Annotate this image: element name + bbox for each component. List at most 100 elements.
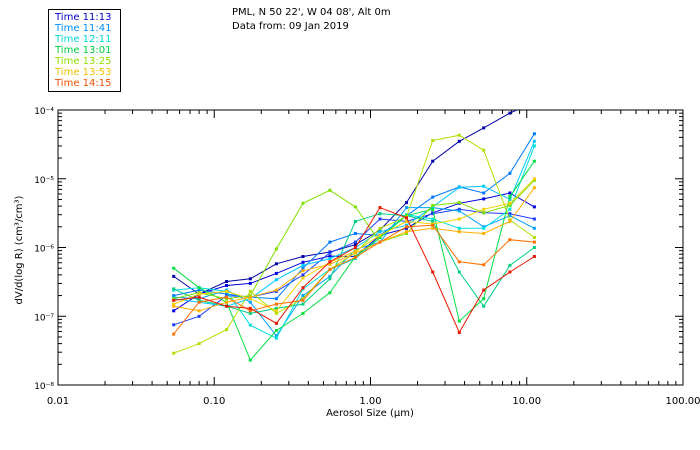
data-point [301,302,305,306]
data-point [457,209,461,213]
data-point [197,300,201,304]
data-point [482,148,486,152]
data-point [274,278,278,282]
data-point [328,188,332,192]
x-tick-label: 0.01 [47,396,69,407]
x-tick-label: 0.10 [203,396,225,407]
data-point [378,226,382,230]
series-line [173,206,535,334]
data-point [225,295,229,299]
data-point [378,230,382,234]
data-point [274,309,278,313]
data-point [532,246,536,249]
data-point [508,203,512,207]
data-point [172,304,176,308]
data-point [532,177,536,181]
data-point [457,207,461,211]
data-point [431,226,435,230]
legend: Time 11:13 Time 11:41 Time 12:11 Time 13… [48,9,121,92]
data-point [248,323,252,327]
data-point [457,185,461,189]
data-point [301,263,305,267]
data-point [248,309,252,313]
data-point [457,260,461,264]
data-point [482,232,486,235]
data-point [508,214,512,218]
data-point [197,309,201,313]
series-14 [172,223,536,336]
data-point [328,291,332,295]
y-tick-label: 10⁻⁷ [34,313,54,323]
data-point [378,236,382,239]
data-point [172,297,176,301]
data-point [405,201,408,205]
data-point [532,240,536,244]
data-point [482,184,486,188]
data-point [353,246,357,249]
data-point [482,197,486,201]
data-point [378,212,382,216]
data-point [225,289,229,293]
data-point [328,262,332,266]
data-point [225,328,229,332]
x-tick-label: 10.00 [512,396,541,407]
legend-entry: Time 11:41 [55,23,112,34]
data-point [378,206,382,210]
data-point [482,211,486,215]
data-point [508,201,512,205]
data-point [353,232,357,235]
data-point [197,314,201,318]
data-point [508,195,512,199]
data-point [301,260,305,264]
data-point [353,247,357,251]
data-point [405,225,408,229]
data-point [532,186,536,190]
data-point [353,219,357,223]
data-point [274,311,278,315]
legend-entry: Time 13:01 [55,45,112,56]
data-point [508,263,512,267]
data-point [172,332,176,336]
data-point [248,281,252,285]
data-point [457,319,461,323]
data-point [274,247,278,251]
data-point [172,274,176,278]
data-point [172,295,176,299]
x-tick-label: 1.00 [359,396,381,407]
data-point [353,255,357,259]
data-point [378,217,382,221]
x-axis-label: Aerosol Size (µm) [326,408,414,419]
data-point [225,300,229,304]
data-point [248,300,252,304]
data-point [172,298,176,302]
data-point [301,273,305,277]
data-point [328,260,332,264]
data-point [353,205,357,209]
data-point [431,207,435,211]
data-point [301,266,305,270]
data-point [301,276,305,280]
data-point [172,351,176,355]
data-point [301,311,305,315]
data-point [225,284,229,287]
data-point [457,139,461,143]
data-point [225,280,229,283]
data-point [431,212,435,216]
data-point [482,297,486,301]
data-point [378,228,382,232]
x-tick-label: 100.00 [666,396,700,407]
data-point [301,294,305,298]
legend-entry: Time 12:11 [55,34,112,45]
data-point [248,358,252,362]
data-point [225,304,229,308]
data-point [482,288,486,292]
data-point [301,255,305,258]
data-point [482,263,486,267]
data-point [248,311,252,315]
data-point [225,297,229,301]
data-point [172,323,176,327]
data-point [482,191,486,195]
data-point [225,292,229,296]
data-point [378,240,382,244]
